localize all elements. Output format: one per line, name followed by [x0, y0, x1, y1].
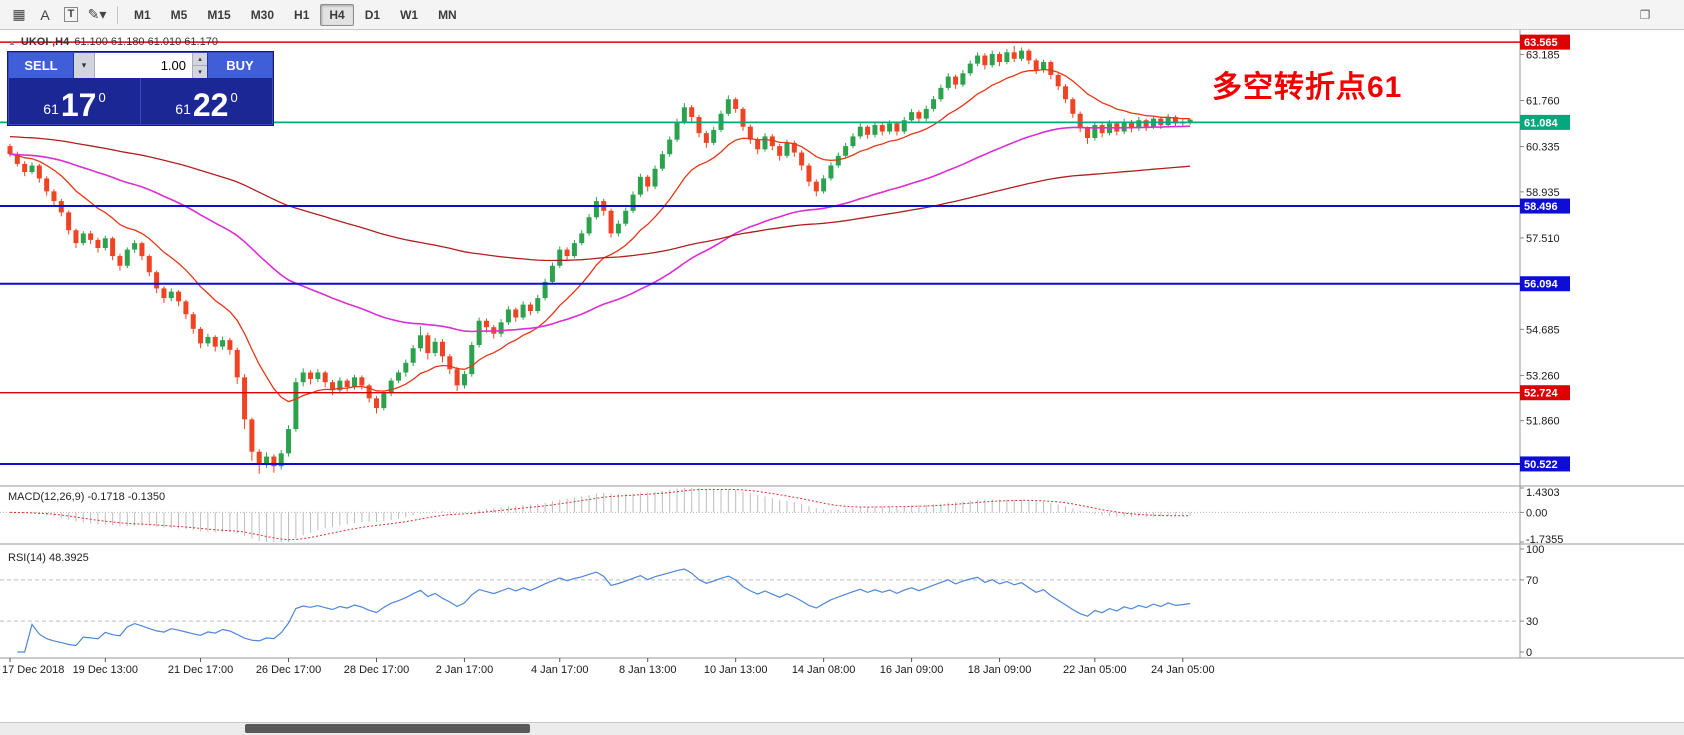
svg-text:57.510: 57.510 — [1526, 233, 1560, 245]
symbol-name: UKOI-,H4 — [20, 36, 70, 48]
svg-text:28 Dec 17:00: 28 Dec 17:00 — [344, 664, 409, 676]
buy-price-pip-digit: 0 — [230, 90, 238, 105]
symbol-marker-icon: ▲ — [8, 37, 16, 47]
svg-text:60.335: 60.335 — [1526, 142, 1560, 154]
macd-panel: MACD(12,26,9) -0.1718 -0.1350 1.4303 0.00 -… — [8, 487, 1563, 546]
price-axis-ticks: 63.185 61.760 60.335 58.935 57.510 54.685 53.2… — [1520, 49, 1560, 428]
time-axis: 17 Dec 2018 19 Dec 13:00 21 Dec 17:00 26 De… — [2, 658, 1215, 676]
one-click-trading-widget: SELL ▾ 1.00 ▴ ▾ BUY 61 17 0 61 22 — [8, 52, 273, 125]
macd-title: MACD(12,26,9) -0.1718 -0.1350 — [8, 491, 165, 503]
timeframe-w1[interactable]: W1 — [400, 7, 419, 22]
ma-fast-line — [9, 68, 1191, 403]
buy-price-small-digits: 61 — [175, 101, 191, 117]
svg-text:63.185: 63.185 — [1526, 49, 1560, 61]
volume-dropdown[interactable]: ▾ — [74, 53, 95, 78]
symbol-ohlc-line: ▲ UKOI-,H4 61.100 61.180 61.010 61.170 — [8, 36, 218, 48]
price-divider — [140, 78, 141, 124]
chart-window[interactable]: 63.565 61.084 58.496 56.094 52.724 50.522 63.1… — [0, 30, 1684, 682]
chart-background — [0, 30, 1684, 682]
svg-text:16 Jan 09:00: 16 Jan 09:00 — [880, 664, 944, 676]
ma-mid-line — [9, 125, 1191, 333]
volume-decrease-button[interactable]: ▾ — [192, 66, 207, 78]
svg-text:0.00: 0.00 — [1526, 507, 1547, 519]
timeframes-group: M1 M5 M15 M30 H1 H4 D1 W1 MN — [125, 3, 466, 26]
svg-text:-1.7355: -1.7355 — [1526, 534, 1563, 546]
svg-text:63.565: 63.565 — [1524, 37, 1558, 49]
volume-input[interactable]: 1.00 — [95, 53, 192, 78]
svg-text:53.260: 53.260 — [1526, 370, 1560, 382]
svg-text:58.496: 58.496 — [1524, 201, 1558, 213]
draw-tool-icon[interactable]: ✎▾ — [87, 6, 107, 22]
rsi-title: RSI(14) 48.3925 — [8, 552, 89, 564]
tool-icons-group: ▦ A T ✎▾ — [6, 3, 110, 27]
rsi-line — [17, 568, 1191, 653]
trade-widget-prices-row: 61 17 0 61 22 0 — [9, 78, 272, 124]
toolbar-separator — [117, 5, 118, 24]
buy-price[interactable]: 61 22 0 — [141, 78, 272, 124]
svg-text:54.685: 54.685 — [1526, 324, 1560, 336]
timeframe-d1[interactable]: D1 — [364, 7, 381, 22]
timeframe-m5[interactable]: M5 — [170, 7, 188, 22]
svg-text:61.760: 61.760 — [1526, 96, 1560, 108]
indicator-guide-lines — [0, 511, 1520, 622]
sell-price-small-digits: 61 — [43, 101, 59, 117]
svg-text:8 Jan 13:00: 8 Jan 13:00 — [619, 664, 677, 676]
panel-frame — [0, 30, 1684, 659]
buy-button[interactable]: BUY — [207, 53, 272, 78]
svg-text:26 Dec 17:00: 26 Dec 17:00 — [256, 664, 321, 676]
price-chart-canvas[interactable]: 63.565 61.084 58.496 56.094 52.724 50.522 63.1… — [0, 30, 1684, 682]
timeframe-m30[interactable]: M30 — [250, 7, 275, 22]
sell-price-big-digits: 17 — [60, 86, 97, 123]
chart-grid-icon[interactable]: ▦ — [12, 6, 26, 22]
svg-text:30: 30 — [1526, 616, 1538, 628]
svg-text:70: 70 — [1526, 575, 1538, 587]
svg-text:4 Jan 17:00: 4 Jan 17:00 — [531, 664, 589, 676]
text-box-tool-icon[interactable]: T — [58, 3, 84, 27]
svg-text:52.724: 52.724 — [1524, 388, 1559, 400]
svg-text:100: 100 — [1526, 544, 1544, 556]
timeframe-mn[interactable]: MN — [438, 7, 457, 22]
sell-button[interactable]: SELL — [9, 53, 74, 78]
horizontal-scrollbar[interactable] — [0, 722, 1684, 735]
sell-price[interactable]: 61 17 0 — [9, 78, 140, 124]
svg-text:50.522: 50.522 — [1524, 459, 1558, 471]
window-restore-icon[interactable]: ❐ — [1639, 8, 1651, 22]
ma-slow-line — [9, 135, 1191, 262]
timeframe-m15[interactable]: M15 — [207, 7, 231, 22]
svg-text:2 Jan 17:00: 2 Jan 17:00 — [436, 664, 494, 676]
svg-text:58.935: 58.935 — [1526, 187, 1560, 199]
rsi-panel: RSI(14) 48.3925 100 70 30 0 — [8, 544, 1544, 659]
text-label-tool-icon[interactable]: A — [40, 6, 50, 23]
macd-signal-line — [9, 488, 1191, 541]
sell-price-pip-digit: 0 — [98, 90, 106, 105]
svg-text:56.094: 56.094 — [1524, 279, 1559, 291]
svg-text:0: 0 — [1526, 647, 1532, 659]
buy-price-big-digits: 22 — [192, 86, 229, 123]
trade-widget-top-row: SELL ▾ 1.00 ▴ ▾ BUY — [9, 53, 272, 78]
svg-text:18 Jan 09:00: 18 Jan 09:00 — [968, 664, 1032, 676]
svg-text:10 Jan 13:00: 10 Jan 13:00 — [704, 664, 768, 676]
svg-text:19 Dec 13:00: 19 Dec 13:00 — [73, 664, 138, 676]
timeframe-m1[interactable]: M1 — [134, 7, 151, 22]
volume-steppers: ▴ ▾ — [192, 53, 207, 78]
svg-text:17 Dec 2018: 17 Dec 2018 — [2, 664, 64, 676]
ohlc-values: 61.100 61.180 61.010 61.170 — [74, 36, 218, 48]
timeframe-h4[interactable]: H4 — [320, 3, 354, 26]
chart-annotation-text: 多空转折点61 — [1212, 71, 1403, 104]
svg-text:24 Jan 05:00: 24 Jan 05:00 — [1151, 664, 1215, 676]
svg-text:51.860: 51.860 — [1526, 416, 1560, 428]
volume-increase-button[interactable]: ▴ — [192, 53, 207, 66]
toolbar: ▦ A T ✎▾ M1 M5 M15 M30 H1 H4 D1 W1 MN ❐ — [0, 0, 1684, 30]
price-axis-tags: 63.565 61.084 58.496 56.094 52.724 50.522 — [1520, 34, 1570, 472]
svg-text:14 Jan 08:00: 14 Jan 08:00 — [792, 664, 856, 676]
svg-text:61.084: 61.084 — [1524, 117, 1559, 129]
svg-text:21 Dec 17:00: 21 Dec 17:00 — [168, 664, 233, 676]
svg-text:1.4303: 1.4303 — [1526, 487, 1560, 499]
svg-text:22 Jan 05:00: 22 Jan 05:00 — [1063, 664, 1127, 676]
scrollbar-thumb[interactable] — [245, 724, 530, 733]
timeframe-h1[interactable]: H1 — [294, 7, 310, 22]
